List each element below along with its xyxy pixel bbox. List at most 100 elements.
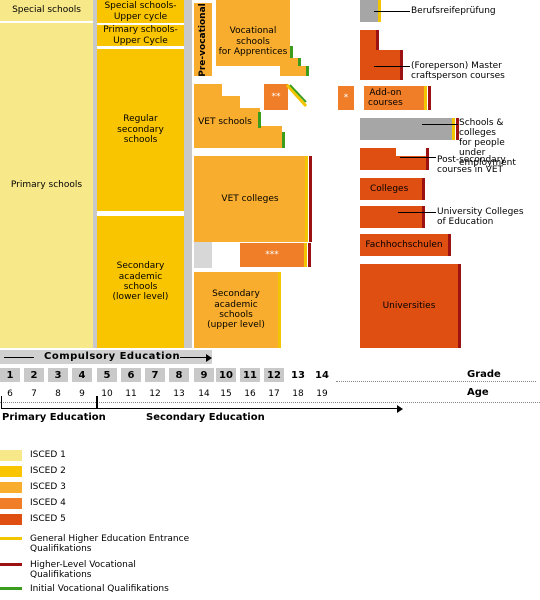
grade-7: 7	[145, 368, 165, 382]
red-qualification-line	[426, 148, 429, 170]
grade-2: 2	[24, 368, 44, 382]
master-craftsperson-block	[360, 30, 376, 80]
age-16: 16	[244, 389, 256, 399]
column-separator	[184, 0, 192, 348]
grade-5: 5	[97, 368, 117, 382]
berufsreife-label: Berufsreifeprüfung	[411, 6, 496, 16]
grade-axis-label: Grade	[467, 369, 501, 380]
legend-swatch	[0, 498, 22, 509]
triple-star-box: ***	[240, 243, 304, 267]
colleges-box: Colleges	[360, 178, 422, 200]
grade-9: 9	[194, 368, 214, 382]
university-colleges-box	[360, 206, 422, 228]
legend-label: ISCED 5	[30, 514, 66, 524]
red-qualification-line	[376, 30, 379, 50]
green-qualification-line	[298, 58, 301, 66]
vet-schools-block-step	[222, 96, 240, 148]
master-craftsperson-label: (Foreperson) Master craftsperson courses	[411, 61, 505, 81]
red-qualification-line	[400, 50, 403, 80]
legend-label: ISCED 3	[30, 482, 66, 492]
compulsory-education-label: Compulsory Education	[44, 351, 181, 362]
grade-1: 1	[0, 368, 20, 382]
secondary-arrow-head	[397, 405, 403, 413]
legend-label: Initial Vocational Qualifikations	[30, 584, 169, 594]
red-qualification-line	[458, 264, 461, 348]
grade-11: 11	[240, 368, 260, 382]
secondary-bracket	[97, 396, 398, 409]
red-qualification-line	[309, 156, 312, 242]
special-upper-cycle-box: Special schools- Upper cycle	[97, 0, 184, 23]
vet-schools-label: VET schools	[198, 116, 252, 127]
age-12: 12	[149, 389, 161, 399]
green-qualification-line	[290, 46, 293, 58]
grade-10: 10	[216, 368, 236, 382]
apprentice-block	[216, 0, 290, 58]
green-qualification-line	[282, 132, 285, 148]
red-qualification-line	[422, 206, 425, 228]
primary-bracket	[1, 396, 97, 409]
leader-line	[374, 66, 410, 67]
legend-line	[0, 563, 22, 566]
legend-label: ISCED 2	[30, 466, 66, 476]
age-11: 11	[125, 389, 137, 399]
apprentice-block-step	[280, 66, 306, 76]
grade-12: 12	[264, 368, 284, 382]
legend-line	[0, 587, 22, 590]
legend-label: ISCED 1	[30, 450, 66, 460]
legend-label: General Higher Education Entrance Qualif…	[30, 534, 190, 554]
vocational-apprentices-label: Vocational schools for Apprentices	[218, 26, 288, 58]
secondary-academic-upper-box: Secondary academic schools (upper level)	[194, 272, 278, 348]
leader-line	[422, 124, 458, 125]
yellow-qualification-line	[305, 156, 308, 242]
grade-8: 8	[169, 368, 189, 382]
compulsory-arrow-line	[180, 357, 208, 358]
schools-employment-label: Schools & colleges for people under empl…	[459, 118, 516, 168]
age-8: 8	[55, 389, 61, 399]
primary-schools-box: Primary schools	[0, 23, 93, 348]
primary-education-label: Primary Education	[2, 412, 106, 423]
grade-3: 3	[48, 368, 68, 382]
age-6: 6	[7, 389, 13, 399]
yellow-qualification-line	[278, 272, 281, 348]
age-15: 15	[220, 389, 232, 399]
legend-swatch	[0, 450, 22, 461]
pre-vocational-box	[194, 3, 212, 76]
single-star-box: *	[338, 86, 354, 110]
schools-employment-box	[360, 118, 452, 140]
fachhochschulen-box: Fachhochschulen	[360, 234, 448, 256]
red-qualification-line	[308, 243, 311, 267]
legend-label: Higher-Level Vocational Qualifikations	[30, 560, 136, 580]
age-19: 19	[316, 389, 328, 399]
leader-line	[400, 157, 436, 158]
grade-4: 4	[72, 368, 92, 382]
university-colleges-label: University Colleges of Education	[437, 207, 524, 227]
compulsory-arrow-line	[4, 357, 34, 358]
compulsory-arrow-head	[206, 354, 212, 362]
double-star-box: **	[264, 84, 288, 110]
age-14: 14	[198, 389, 210, 399]
leader-line	[374, 11, 410, 12]
grey-strip	[194, 236, 212, 268]
age-dotted-line	[0, 402, 540, 403]
post-secondary-block-step	[396, 156, 426, 170]
secondary-academic-lower-box: Secondary academic schools (lower level)	[97, 216, 184, 348]
legend-swatch	[0, 482, 22, 493]
column-separator	[93, 0, 97, 348]
vet-schools-block-step	[260, 126, 282, 148]
yellow-qualification-line	[304, 243, 307, 267]
master-craftsperson-block-step	[376, 50, 400, 80]
post-secondary-label: Post-secondary courses in VET	[437, 155, 506, 175]
vet-colleges-box: VET colleges	[194, 156, 306, 242]
red-qualification-line	[422, 178, 425, 200]
green-qualification-line	[306, 66, 309, 76]
apprentice-block-step	[216, 58, 298, 66]
berufsreife-box	[360, 0, 378, 22]
red-qualification-line	[428, 86, 431, 110]
yellow-qualification-line	[424, 86, 427, 110]
yellow-qualification-line	[452, 118, 455, 140]
age-7: 7	[31, 389, 37, 399]
grade-14: 14	[315, 369, 329, 381]
age-17: 17	[268, 389, 280, 399]
secondary-education-label: Secondary Education	[146, 412, 265, 423]
age-10: 10	[101, 389, 113, 399]
